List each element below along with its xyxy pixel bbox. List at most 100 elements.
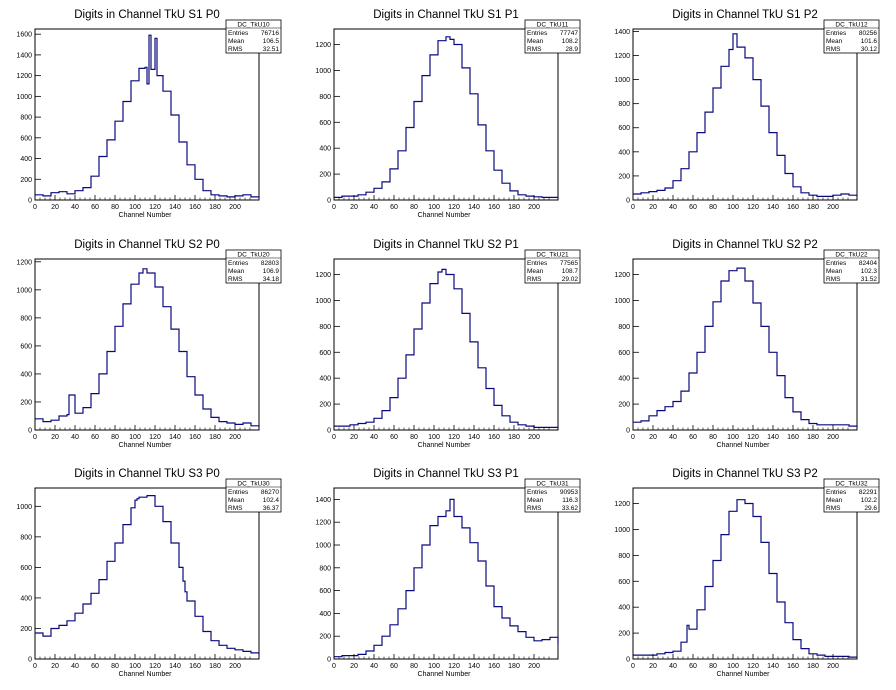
stats-label-entries: Entries (527, 489, 548, 496)
x-tick-label: 20 (350, 434, 358, 441)
x-tick-label: 100 (129, 434, 141, 441)
histogram-panel: Digits in Channel TkU S1 P2 0 20 40 60 80 100 1… (614, 9, 880, 211)
stats-value-mean: 108.7 (562, 268, 579, 275)
stats-value-entries: 86270 (261, 489, 279, 496)
y-tick-label: 1400 (614, 29, 630, 36)
histogram-panel: Digits in Channel TkU S3 P2 0 20 40 60 80 100 1… (614, 468, 880, 678)
stats-value-mean: 106.5 (263, 38, 280, 45)
stats-value-entries: 76716 (261, 30, 279, 37)
y-tick-label: 200 (20, 177, 32, 184)
stats-label-entries: Entries (228, 30, 249, 37)
y-tick-label: 1200 (614, 501, 630, 508)
stats-box (823, 478, 880, 513)
plot-frame (34, 487, 260, 660)
x-tick-label: 40 (370, 663, 378, 670)
x-tick-label: 180 (209, 434, 221, 441)
y-tick-label: 200 (319, 172, 331, 179)
plot-frame (34, 258, 260, 431)
stats-label-mean: Mean (527, 497, 544, 504)
y-tick-label: 200 (319, 402, 331, 409)
stats-box (225, 249, 282, 284)
x-tick-label: 0 (631, 204, 635, 211)
x-tick-label: 140 (169, 434, 181, 441)
x-tick-label: 60 (390, 204, 398, 211)
plot-frame (632, 258, 858, 431)
stats-name: DC_TkU11 (537, 22, 569, 29)
stats-box (524, 249, 581, 284)
y-tick-label: 800 (319, 94, 331, 101)
histogram-panel: Digits in Channel TkU S2 P2 0 20 40 60 80 100 1… (614, 239, 880, 449)
y-tick-label: 1000 (16, 94, 32, 101)
stats-label-entries: Entries (826, 260, 847, 267)
stats-name: DC_TkU21 (536, 252, 569, 259)
stats-value-rms: 28.9 (565, 46, 578, 53)
x-tick-label: 0 (33, 663, 37, 670)
y-tick-label: 200 (618, 402, 630, 409)
stats-box (823, 19, 880, 54)
y-tick-label: 800 (618, 101, 630, 108)
histogram-title: Digits in Channel TkU S1 P0 (74, 9, 220, 21)
x-tick-label: 120 (149, 434, 161, 441)
stats-label-entries: Entries (228, 489, 249, 496)
y-tick-label: 400 (618, 149, 630, 156)
x-tick-label: 140 (767, 434, 779, 441)
histogram-panel: Digits in Channel TkU S1 P1 0 20 40 60 80 100 1… (315, 9, 581, 219)
y-tick-label: 200 (618, 173, 630, 180)
y-tick-label: 1400 (16, 52, 32, 59)
stats-label-rms: RMS (527, 276, 542, 283)
y-tick-label: 200 (20, 626, 32, 633)
x-tick-label: 140 (767, 204, 779, 211)
y-tick-label: 1000 (315, 298, 331, 305)
y-tick-label: 400 (20, 156, 32, 163)
x-axis-label: Channel Number (119, 671, 173, 678)
y-tick-label: 0 (327, 428, 331, 435)
stats-label-mean: Mean (826, 38, 843, 45)
stats-box (823, 249, 880, 284)
histogram-line (633, 499, 858, 658)
stats-label-mean: Mean (228, 497, 245, 504)
stats-label-rms: RMS (228, 46, 243, 53)
x-tick-label: 60 (390, 663, 398, 670)
x-tick-label: 200 (229, 434, 241, 441)
stats-label-mean: Mean (228, 38, 245, 45)
stats-label-rms: RMS (826, 505, 841, 512)
x-tick-label: 200 (827, 204, 839, 211)
histogram-panel: Digits in Channel TkU S1 P0 0 20 40 60 80 100 1… (16, 9, 282, 219)
x-tick-label: 160 (488, 663, 500, 670)
x-tick-label: 160 (787, 434, 799, 441)
y-tick-label: 0 (327, 198, 331, 205)
y-tick-label: 600 (20, 565, 32, 572)
stats-value-mean: 106.9 (263, 268, 280, 275)
stats-value-rms: 34.18 (263, 276, 280, 283)
x-tick-label: 0 (332, 434, 336, 441)
x-tick-label: 80 (410, 434, 418, 441)
x-axis-label: Channel Number (717, 671, 771, 678)
x-tick-label: 0 (332, 204, 336, 211)
x-tick-label: 160 (488, 204, 500, 211)
stats-label-mean: Mean (527, 38, 544, 45)
y-tick-label: 600 (618, 350, 630, 357)
plot-frame (632, 28, 858, 201)
y-tick-label: 1600 (16, 32, 32, 39)
x-tick-label: 80 (410, 663, 418, 670)
x-tick-label: 0 (631, 663, 635, 670)
histogram-panel: Digits in Channel TkU S3 P1 0 20 40 60 80 100 1… (315, 468, 581, 678)
x-tick-label: 0 (33, 434, 37, 441)
stats-value-rms: 33.62 (562, 505, 579, 512)
histogram-title: Digits in Channel TkU S3 P2 (672, 468, 818, 480)
y-tick-label: 600 (618, 125, 630, 132)
y-tick-label: 600 (319, 350, 331, 357)
histogram-line (35, 34, 260, 198)
x-tick-label: 200 (827, 663, 839, 670)
stats-value-mean: 102.2 (861, 497, 878, 504)
y-tick-label: 1000 (16, 504, 32, 511)
x-tick-label: 40 (71, 204, 79, 211)
histogram-line (633, 267, 858, 428)
x-tick-label: 180 (807, 663, 819, 670)
y-tick-label: 1000 (315, 68, 331, 75)
y-tick-label: 0 (28, 428, 32, 435)
y-tick-label: 800 (319, 565, 331, 572)
stats-value-mean: 102.4 (263, 497, 280, 504)
stats-value-entries: 77565 (560, 260, 578, 267)
x-tick-label: 180 (209, 663, 221, 670)
